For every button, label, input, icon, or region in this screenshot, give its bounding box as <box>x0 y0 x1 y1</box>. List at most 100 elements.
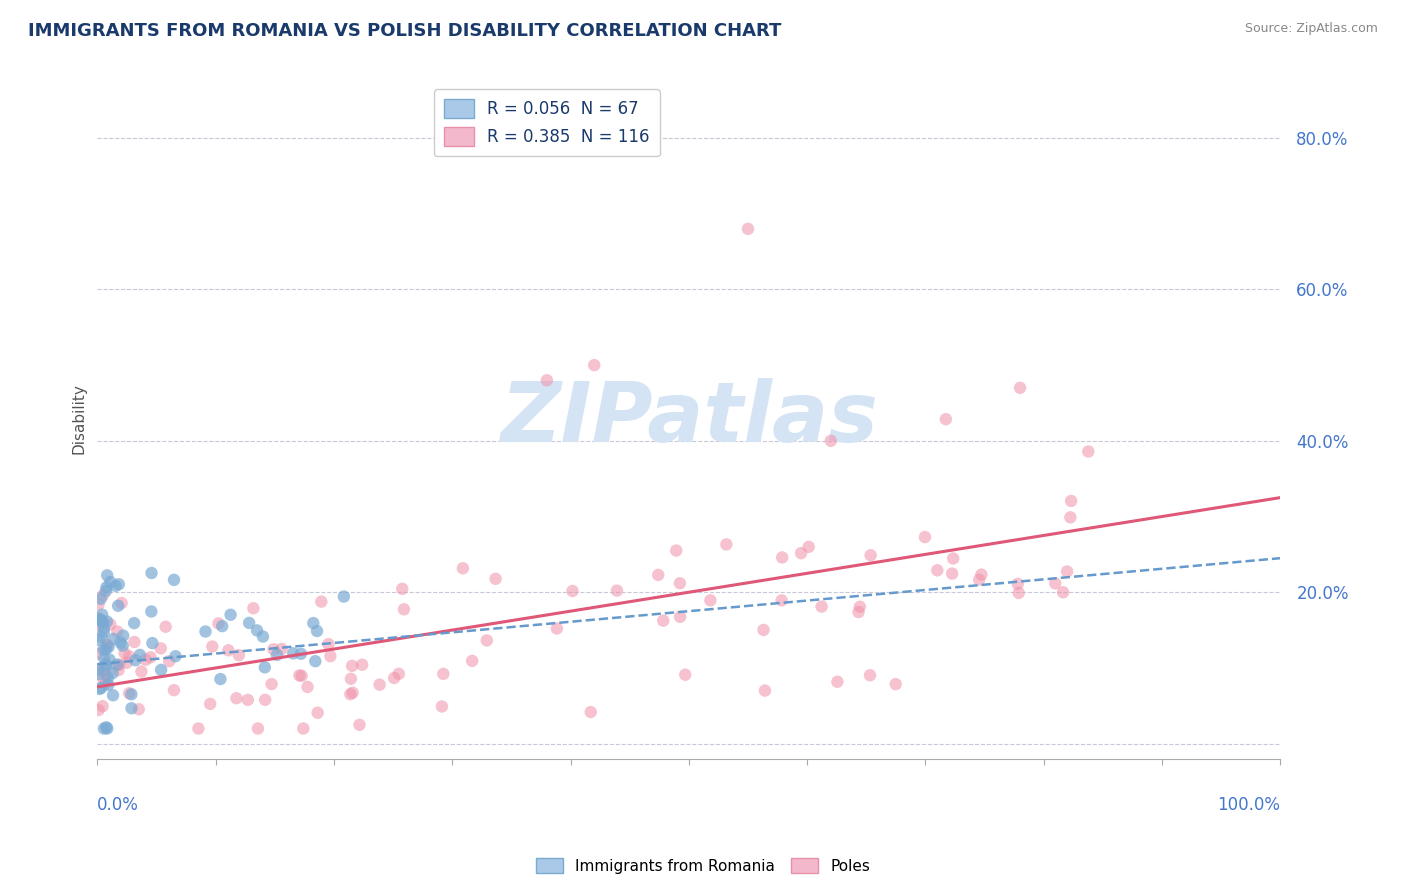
Point <box>647 568 669 582</box>
Point <box>96 722 118 736</box>
Point <box>252 630 274 644</box>
Point <box>96 720 118 734</box>
Point <box>97 640 120 654</box>
Point <box>914 530 936 544</box>
Point <box>263 642 285 657</box>
Point <box>754 683 776 698</box>
Point <box>770 593 793 607</box>
Point <box>391 582 413 596</box>
Point <box>139 650 162 665</box>
Point <box>141 636 163 650</box>
Point <box>108 577 131 591</box>
Point <box>124 653 146 667</box>
Point <box>91 607 114 622</box>
Point <box>311 594 333 608</box>
Point <box>270 642 292 657</box>
Point <box>131 665 153 679</box>
Point <box>665 543 688 558</box>
Point <box>207 616 229 631</box>
Point <box>112 629 135 643</box>
Point <box>1010 381 1032 395</box>
Point <box>101 666 124 681</box>
Point <box>260 677 283 691</box>
Point <box>157 654 180 668</box>
Point <box>93 621 115 635</box>
Point <box>606 583 628 598</box>
Point <box>211 619 233 633</box>
Point <box>461 654 484 668</box>
Point <box>87 667 110 681</box>
Point <box>927 563 949 577</box>
Point <box>752 623 775 637</box>
Point <box>135 653 157 667</box>
Point <box>90 630 112 644</box>
Point <box>150 663 173 677</box>
Point <box>652 614 675 628</box>
Point <box>430 699 453 714</box>
Point <box>90 613 112 627</box>
Point <box>87 612 110 626</box>
Point <box>122 616 145 631</box>
Point <box>935 412 957 426</box>
Point <box>849 599 872 614</box>
Point <box>1077 444 1099 458</box>
Point <box>349 718 371 732</box>
Point <box>194 624 217 639</box>
Point <box>87 647 110 661</box>
Point <box>201 640 224 654</box>
Point <box>93 672 115 686</box>
Point <box>107 599 129 613</box>
Point <box>669 610 692 624</box>
Point <box>93 624 115 639</box>
Point <box>253 660 276 674</box>
Point <box>297 680 319 694</box>
Point <box>124 635 146 649</box>
Point <box>561 584 583 599</box>
Point <box>96 568 118 582</box>
Point <box>120 687 142 701</box>
Point <box>97 671 120 685</box>
Point <box>91 588 114 602</box>
Point <box>98 652 121 666</box>
Point <box>94 657 117 672</box>
Point <box>90 591 112 606</box>
Point <box>254 693 277 707</box>
Point <box>579 705 602 719</box>
Point <box>307 706 329 720</box>
Point <box>319 649 342 664</box>
Point <box>103 632 125 646</box>
Point <box>163 683 186 698</box>
Point <box>87 632 110 647</box>
Point <box>96 638 118 652</box>
Point <box>859 668 882 682</box>
Point <box>388 666 411 681</box>
Point <box>97 678 120 692</box>
Point <box>305 624 328 638</box>
Point <box>149 641 172 656</box>
Point <box>198 697 221 711</box>
Point <box>91 699 114 714</box>
Point <box>340 658 363 673</box>
Legend: R = 0.056  N = 67, R = 0.385  N = 116: R = 0.056 N = 67, R = 0.385 N = 116 <box>434 89 659 156</box>
Point <box>583 358 606 372</box>
Point <box>141 605 163 619</box>
Text: IMMIGRANTS FROM ROMANIA VS POLISH DISABILITY CORRELATION CHART: IMMIGRANTS FROM ROMANIA VS POLISH DISABI… <box>28 22 782 40</box>
Point <box>104 579 127 593</box>
Point <box>797 540 820 554</box>
Point <box>318 637 340 651</box>
Point <box>859 548 882 562</box>
Point <box>141 566 163 580</box>
Point <box>292 722 315 736</box>
Point <box>1056 565 1078 579</box>
Point <box>942 551 965 566</box>
Point <box>1045 576 1067 591</box>
Point <box>673 667 696 681</box>
Point <box>246 624 269 638</box>
Point <box>165 649 187 664</box>
Point <box>96 667 118 681</box>
Point <box>1060 494 1083 508</box>
Point <box>91 615 114 630</box>
Point <box>333 590 356 604</box>
Point <box>87 703 110 717</box>
Text: 100.0%: 100.0% <box>1218 797 1281 814</box>
